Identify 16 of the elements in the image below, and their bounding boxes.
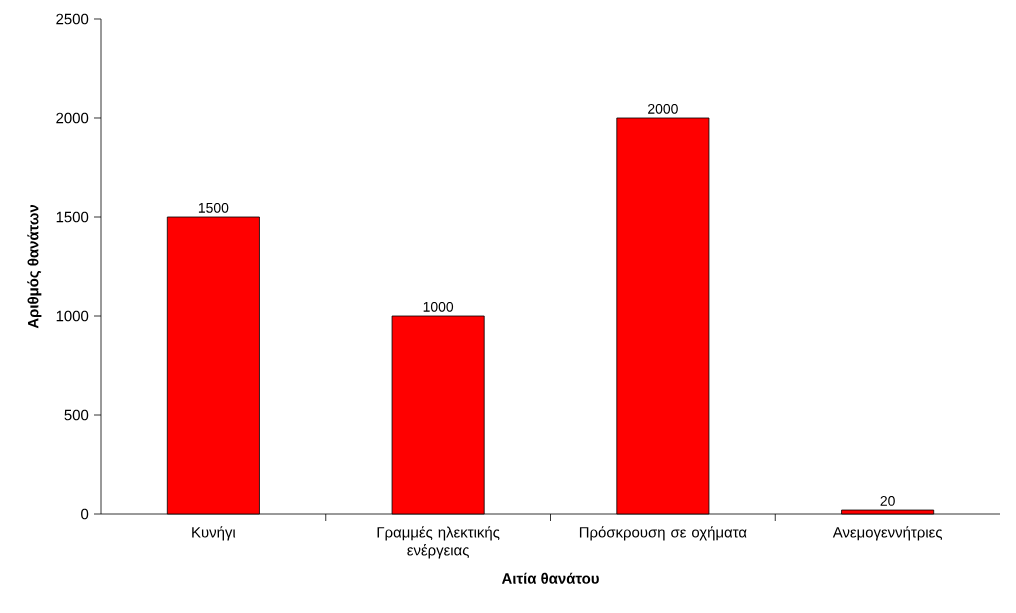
data-label: 2000	[648, 103, 678, 114]
x-tick-label: Κυνήγι	[192, 526, 236, 541]
y-axis-title: Αριθμός θανάτων	[27, 204, 42, 329]
data-label: 1500	[198, 202, 229, 213]
x-tick-label: Γραμμές ηλεκτικής ενέργειας	[377, 526, 500, 559]
y-tick-label: 2500	[56, 13, 89, 25]
y-tick-label: 500	[64, 409, 89, 421]
x-axis-title: Αιτία θανάτου	[501, 572, 599, 584]
y-tick-label: 0	[81, 508, 89, 520]
data-label: 20	[880, 495, 895, 506]
data-label: 1000	[423, 301, 454, 312]
x-tick-label: Ανεμογεννήτριες	[832, 526, 943, 541]
y-tick-label: 2000	[56, 112, 89, 124]
y-tick-label: 1000	[56, 310, 89, 322]
x-tick-label: Πρόσκρουση σε οχήματα	[579, 526, 747, 541]
y-tick-label: 1500	[56, 211, 89, 223]
